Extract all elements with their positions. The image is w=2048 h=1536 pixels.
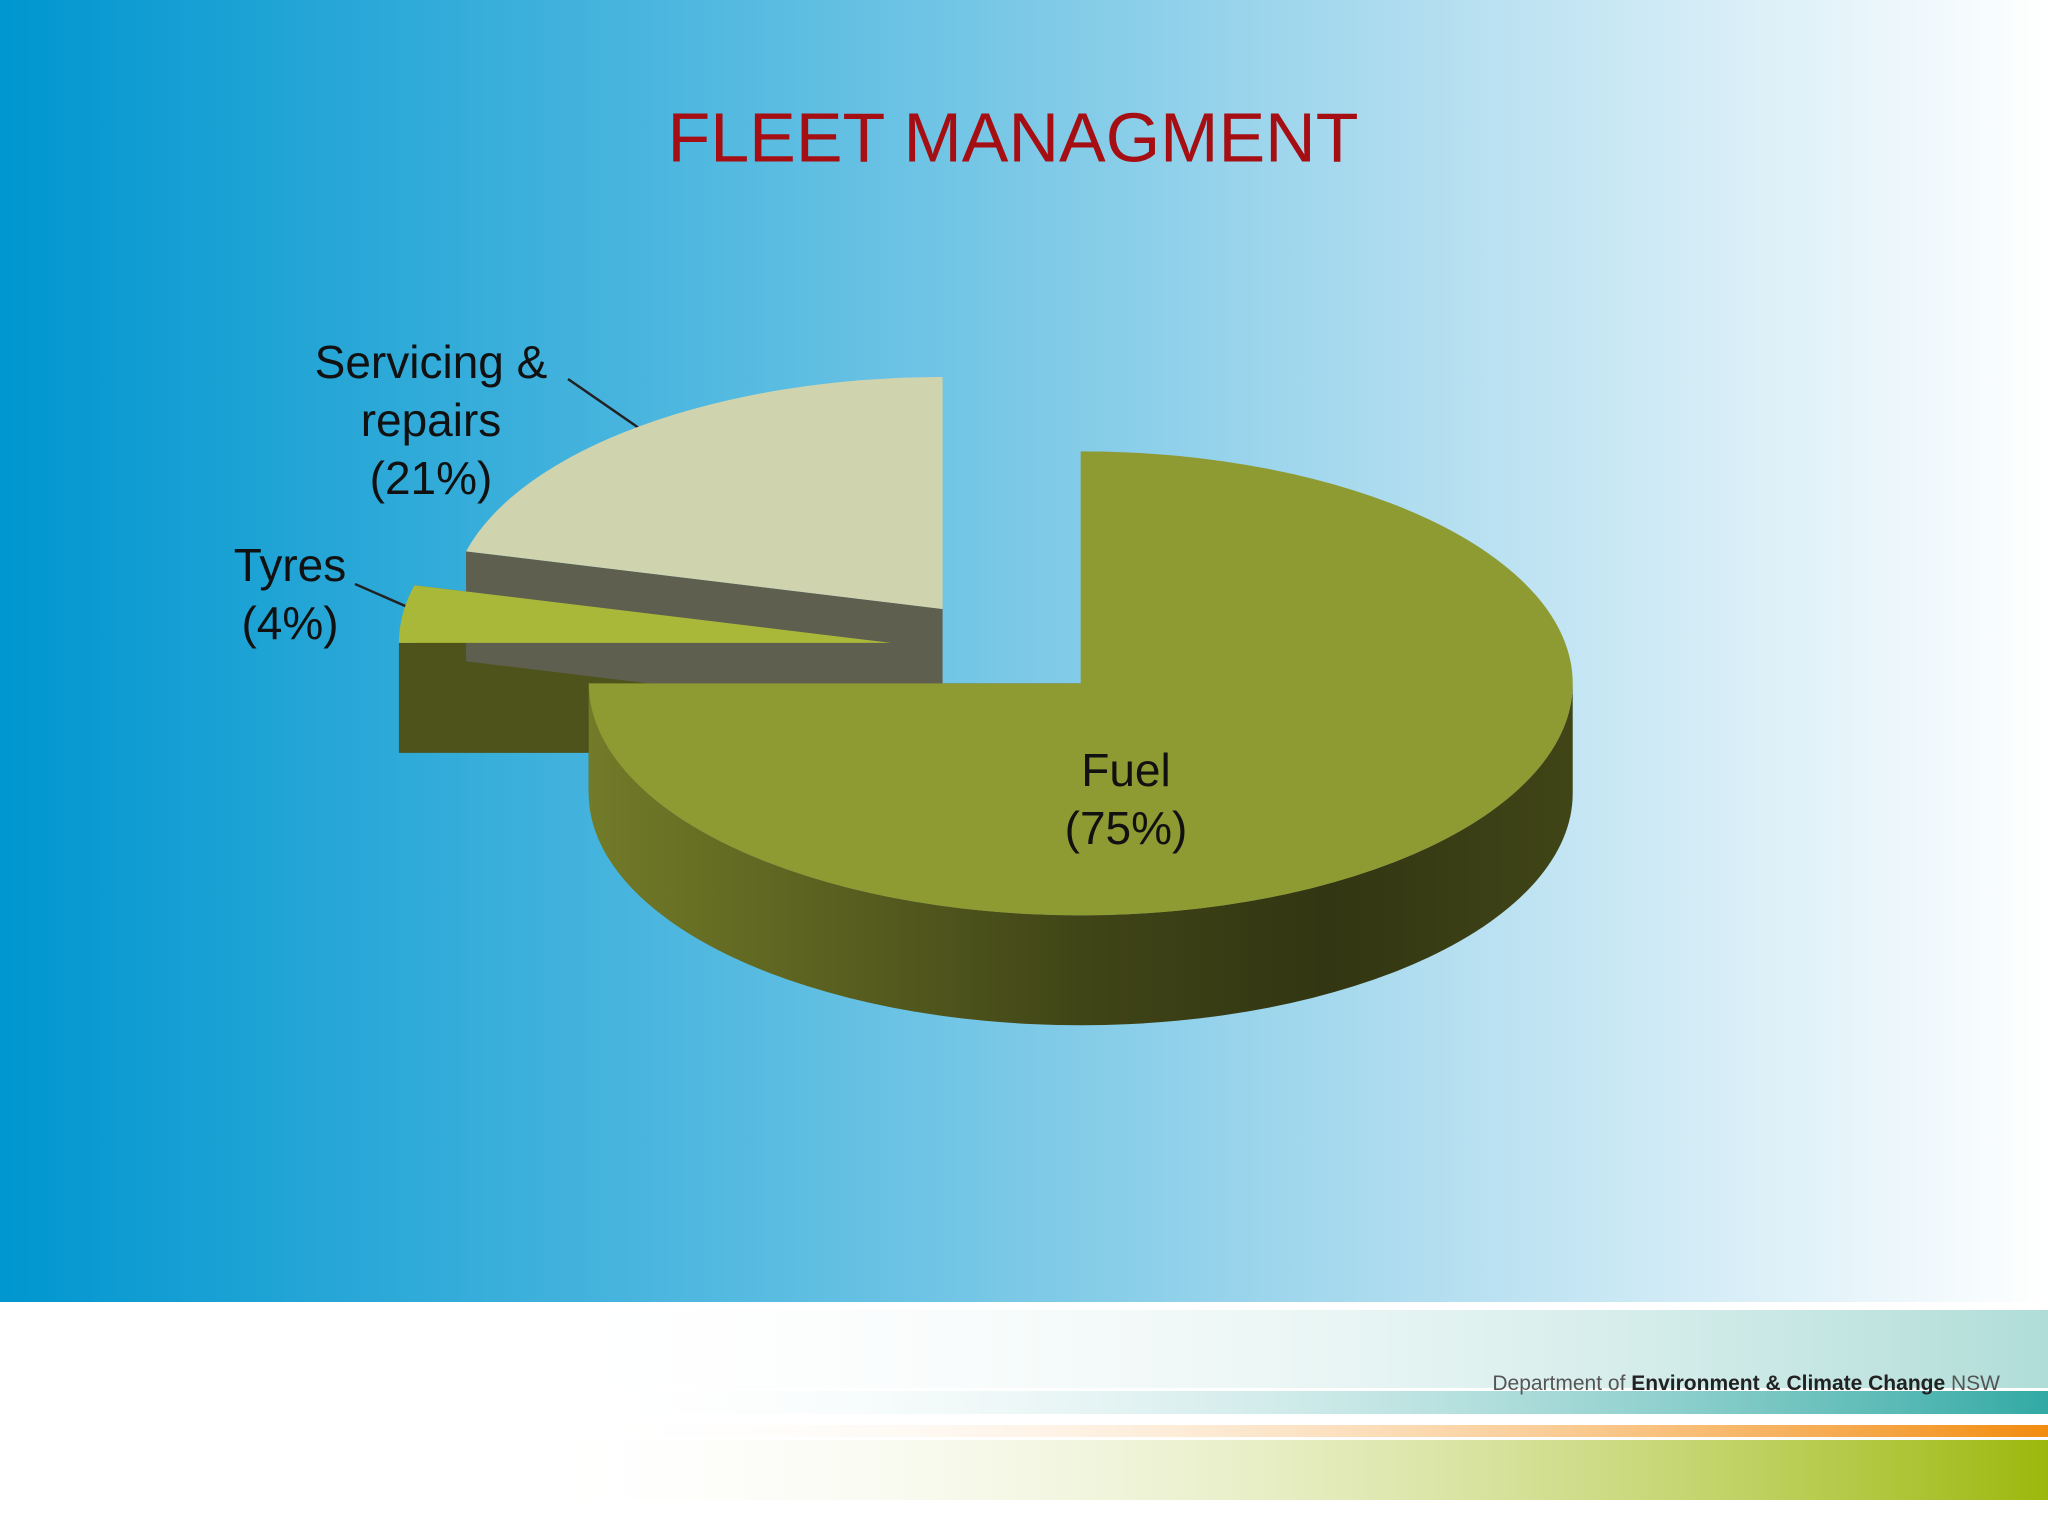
slice-side (588, 683, 1573, 1026)
footer-band (0, 1310, 2048, 1388)
footer-part: Environment & Climate Change (1631, 1372, 1945, 1395)
footer-text: Department of Environment & Climate Chan… (1492, 1372, 2000, 1395)
chart-title: FLEET MANAGMENT (667, 98, 1358, 176)
footer-band (0, 1440, 2048, 1500)
pie-slice (398, 585, 891, 643)
footer-part: Department of (1492, 1372, 1625, 1395)
category-label: Fuel (1081, 744, 1171, 796)
value-label: (75%) (1064, 802, 1188, 854)
slice-label: Servicing & repairs (21%) (271, 333, 591, 507)
category-label: Tyres (233, 539, 347, 591)
pie-slice (588, 451, 1573, 916)
footer-part: NSW (1951, 1372, 2000, 1395)
footer-band (0, 1391, 2048, 1414)
pie (398, 377, 1573, 1026)
slice-label: Fuel (75%) (976, 741, 1276, 857)
pie-slice (466, 377, 943, 610)
slice-label: Tyres (4%) (190, 536, 390, 652)
category-label: Servicing & repairs (314, 336, 548, 446)
value-label: (4%) (241, 597, 339, 649)
value-label: (21%) (369, 452, 493, 504)
footer-band (0, 1425, 2048, 1437)
background (0, 0, 2048, 1302)
